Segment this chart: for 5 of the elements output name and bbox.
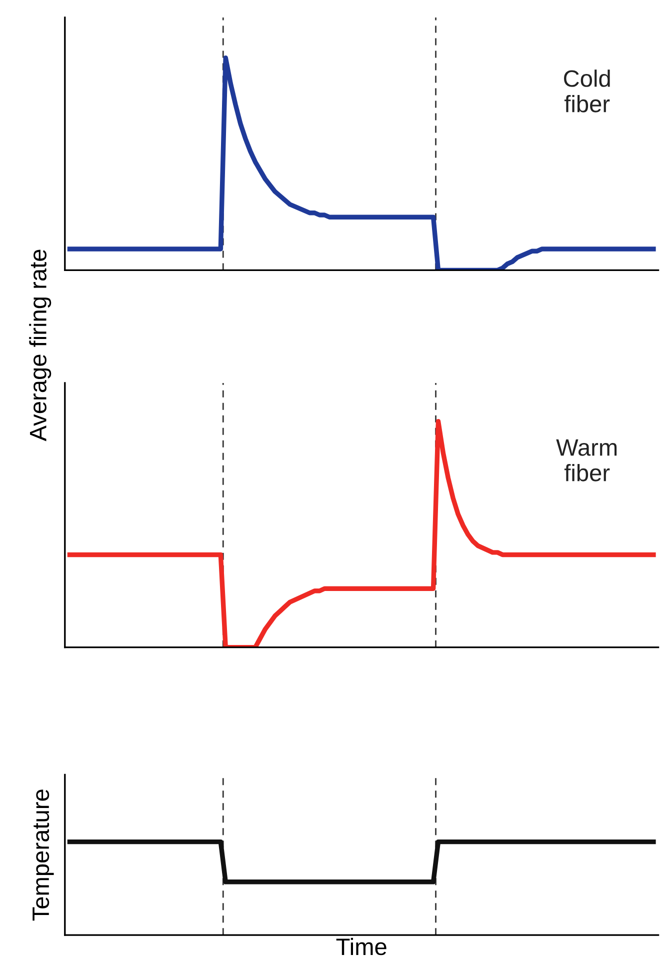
annotation: Warm fiber [556, 439, 617, 482]
annotation: Cold fiber [564, 70, 610, 112]
y-axis-title: Temperature [32, 790, 54, 921]
y-axis-title: Average firing rate [29, 250, 52, 442]
x-axis-title: Time [336, 938, 386, 956]
